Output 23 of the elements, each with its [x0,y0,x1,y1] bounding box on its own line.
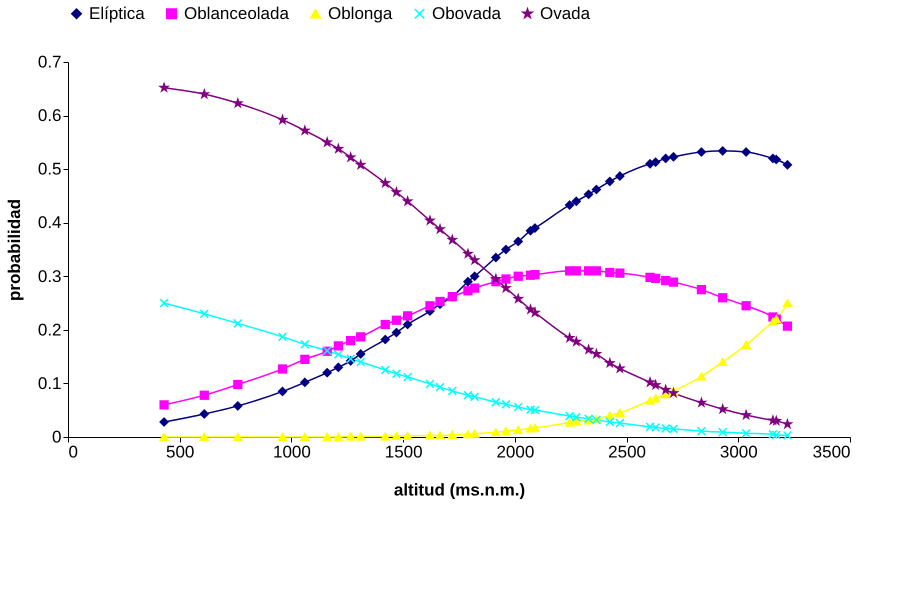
x-tick-label: 3500 [812,442,850,462]
x-tick-label: 3000 [720,442,758,462]
y-tick-label: 0.7 [38,52,62,72]
x-tick-label: 500 [166,442,194,462]
x-tick-label: 2500 [608,442,646,462]
x-axis-title: altitud (ms.n.m.) [394,480,526,500]
legend-label: Oblonga [328,4,393,23]
y-tick-label: 0.6 [38,106,62,126]
legend-label: Oblanceolada [184,4,290,23]
legend-label: Ovada [540,4,591,23]
legend-label: Elíptica [89,4,146,23]
y-tick-label: 0.5 [38,160,62,179]
y-tick-label: 0.1 [38,374,62,393]
x-tick-label: 1000 [273,442,311,462]
y-tick-label: 0 [52,428,62,446]
legend-label: Obovada [432,4,502,23]
y-tick-label: 0.3 [38,266,62,286]
y-tick-label: 0.2 [38,320,62,340]
x-tick-label: 2000 [496,442,534,462]
y-axis-title: probabilidad [4,199,24,301]
x-tick-label: 1500 [384,442,423,462]
x-tick-label: 0 [68,442,78,462]
y-tick-label: 0.4 [38,213,62,232]
